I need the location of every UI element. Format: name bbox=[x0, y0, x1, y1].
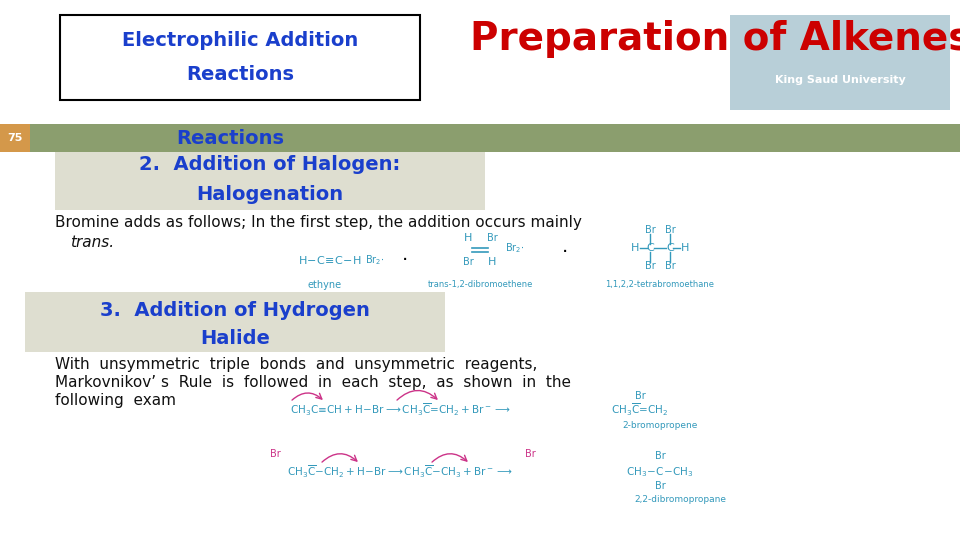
Text: Br: Br bbox=[463, 257, 473, 267]
Text: C: C bbox=[646, 243, 654, 253]
Text: Reactions: Reactions bbox=[186, 65, 294, 84]
Text: ·: · bbox=[402, 251, 408, 269]
Text: trans-1,2-dibromoethene: trans-1,2-dibromoethene bbox=[427, 280, 533, 289]
Text: Markovnikov’ s  Rule  is  followed  in  each  step,  as  shown  in  the: Markovnikov’ s Rule is followed in each … bbox=[55, 375, 571, 390]
Text: $\rm Br_2\!\cdot$: $\rm Br_2\!\cdot$ bbox=[505, 241, 525, 255]
Text: Br: Br bbox=[664, 261, 676, 271]
Text: following  exam: following exam bbox=[55, 393, 176, 408]
Bar bbox=[25, 292, 445, 352]
Bar bbox=[55, 145, 485, 210]
Text: Halogenation: Halogenation bbox=[197, 186, 344, 205]
Text: $\rm Br_2\!\cdot$: $\rm Br_2\!\cdot$ bbox=[365, 253, 385, 267]
Text: $\rm H\!-\!C\!\equiv\!C\!-\!H$: $\rm H\!-\!C\!\equiv\!C\!-\!H$ bbox=[299, 254, 362, 266]
Text: Br: Br bbox=[644, 225, 656, 235]
Text: H: H bbox=[488, 257, 496, 267]
Text: Br: Br bbox=[644, 261, 656, 271]
Text: Br: Br bbox=[635, 391, 645, 401]
Bar bbox=[0, 124, 30, 152]
Text: Br: Br bbox=[487, 233, 497, 243]
Text: 2.  Addition of Halogen:: 2. Addition of Halogen: bbox=[139, 156, 400, 174]
Text: Br: Br bbox=[655, 481, 665, 491]
Bar bbox=[60, 15, 420, 100]
Text: Br: Br bbox=[270, 449, 280, 459]
Text: 2-bromopropene: 2-bromopropene bbox=[622, 422, 698, 430]
Text: With  unsymmetric  triple  bonds  and  unsymmetric  reagents,: With unsymmetric triple bonds and unsymm… bbox=[55, 357, 538, 372]
Text: H: H bbox=[681, 243, 689, 253]
Text: ethyne: ethyne bbox=[308, 280, 342, 290]
Text: Reactions: Reactions bbox=[176, 129, 284, 147]
Text: Br: Br bbox=[655, 451, 665, 461]
Text: 1,1,2,2-tetrabromoethane: 1,1,2,2-tetrabromoethane bbox=[606, 280, 714, 289]
Bar bbox=[730, 15, 950, 110]
Text: 3.  Addition of Hydrogen: 3. Addition of Hydrogen bbox=[100, 300, 370, 320]
Text: $\rm CH_3\!-\!C\!-\!CH_3$: $\rm CH_3\!-\!C\!-\!CH_3$ bbox=[626, 465, 694, 479]
Text: H: H bbox=[464, 233, 472, 243]
Text: Bromine adds as follows; In the first step, the addition occurs mainly: Bromine adds as follows; In the first st… bbox=[55, 215, 582, 230]
Text: Halide: Halide bbox=[200, 328, 270, 348]
Text: Br: Br bbox=[524, 449, 536, 459]
Text: $\rm CH_3\overline{C}\!=\!CH_2$: $\rm CH_3\overline{C}\!=\!CH_2$ bbox=[612, 402, 669, 418]
Text: H: H bbox=[631, 243, 639, 253]
Text: Electrophilic Addition: Electrophilic Addition bbox=[122, 30, 358, 50]
Text: 75: 75 bbox=[8, 133, 23, 143]
Text: Preparation of Alkenes: Preparation of Alkenes bbox=[470, 20, 960, 58]
Text: $\rm CH_3\overline{C}\!-\!CH_2 + H\!-\!Br \longrightarrow CH_3\overline{C}\!-\!C: $\rm CH_3\overline{C}\!-\!CH_2 + H\!-\!B… bbox=[287, 464, 513, 480]
Text: $\rm CH_3C\!\equiv\!CH + H\!-\!Br \longrightarrow CH_3\overline{C}\!=\!CH_2 + Br: $\rm CH_3C\!\equiv\!CH + H\!-\!Br \longr… bbox=[290, 402, 511, 418]
Bar bbox=[0, 124, 960, 152]
Text: King Saud University: King Saud University bbox=[775, 75, 905, 85]
Text: ·: · bbox=[562, 242, 568, 261]
Text: Br: Br bbox=[664, 225, 676, 235]
Text: 2,2-dibromopropane: 2,2-dibromopropane bbox=[634, 496, 726, 504]
Text: trans.: trans. bbox=[70, 235, 114, 250]
Text: C: C bbox=[666, 243, 674, 253]
